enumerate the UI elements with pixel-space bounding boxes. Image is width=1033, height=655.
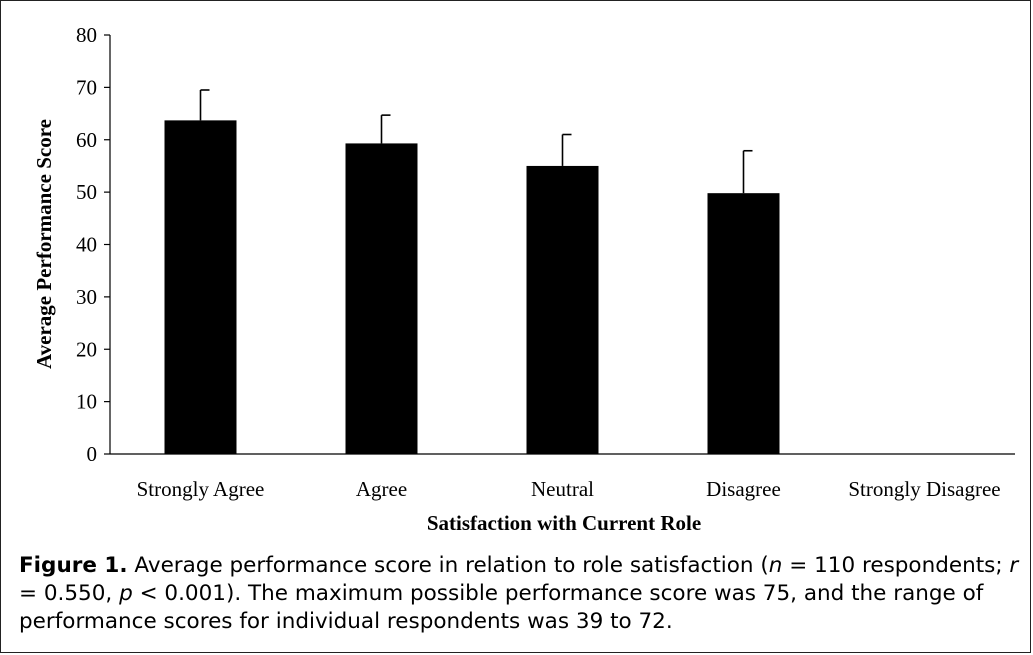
x-category-label: Neutral: [531, 477, 594, 501]
x-axis-title: Satisfaction with Current Role: [427, 511, 701, 535]
figure-label: Figure 1.: [19, 553, 128, 578]
caption-text-2: = 110 respondents;: [782, 553, 1010, 578]
y-axis-title: Average Performance Score: [32, 119, 56, 369]
y-tick-label: 40: [76, 233, 97, 257]
caption-n-symbol: n: [768, 553, 783, 578]
bars: [164, 89, 780, 455]
y-tick-label: 50: [76, 180, 97, 204]
x-category-label: Strongly Disagree: [848, 477, 1000, 501]
y-tick-label: 0: [87, 442, 98, 466]
y-tick-label: 20: [76, 337, 97, 361]
y-tick-label: 70: [76, 75, 97, 99]
bar: [526, 165, 599, 454]
caption-text-4: < 0.001). The maximum possible performan…: [19, 581, 984, 634]
bar: [164, 120, 237, 454]
y-axis: 0 10 20 30 40 50 60 70 80: [76, 23, 111, 466]
y-tick-label: 80: [76, 23, 97, 47]
figure-caption: Figure 1. Average performance score in r…: [19, 552, 1019, 636]
bar: [345, 143, 418, 454]
x-category-label: Agree: [356, 477, 407, 501]
x-axis: Strongly Agree Agree Neutral Disagree Strong…: [110, 453, 1015, 501]
y-tick-label: 60: [76, 128, 97, 152]
caption-r-symbol: r: [1009, 553, 1019, 578]
caption-text-1: Average performance score in relation to…: [127, 553, 769, 578]
bar-chart: 0 10 20 30 40 50 60 70 80 Strongly Agree Agree Neu…: [32, 23, 1015, 535]
caption-p-symbol: p: [119, 581, 133, 606]
y-tick-label: 10: [76, 390, 97, 414]
caption-text-3: = 0.550,: [19, 581, 120, 606]
x-category-label: Disagree: [706, 477, 781, 501]
x-category-label: Strongly Agree: [137, 477, 265, 501]
y-tick-label: 30: [76, 285, 97, 309]
bar: [707, 193, 780, 455]
